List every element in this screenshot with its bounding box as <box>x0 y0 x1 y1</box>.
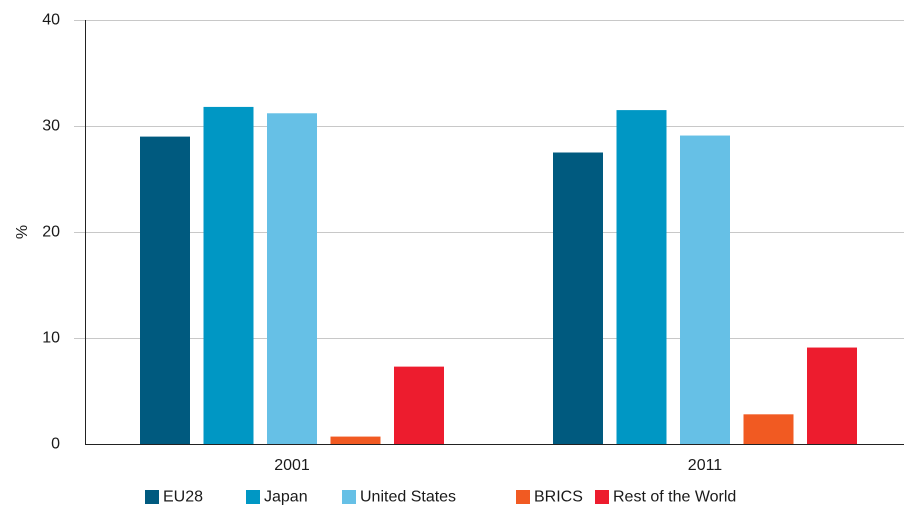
bar-eu28-2001 <box>140 136 190 444</box>
legend-label: BRICS <box>534 489 583 506</box>
legend-label: Japan <box>264 489 308 506</box>
bar-japan-2001 <box>203 106 254 445</box>
legend-swatch-united-states <box>342 490 356 504</box>
y-tick-label: 30 <box>42 118 60 135</box>
bar-rest-of-the-world-2011 <box>807 347 857 444</box>
gridlines <box>74 20 904 339</box>
legend-swatch-rest-of-the-world <box>595 490 609 504</box>
bar-united-states-2011 <box>680 135 730 445</box>
legend-label: Rest of the World <box>613 489 736 506</box>
y-tick-labels: 0 10 20 30 40 <box>42 12 60 453</box>
bar-united-states-2001 <box>267 113 317 444</box>
bar-brics-2011 <box>743 414 794 444</box>
y-tick-label: 20 <box>42 224 60 241</box>
x-tick-labels: 2001 2011 <box>274 457 722 474</box>
legend-swatch-eu28 <box>145 490 159 504</box>
bar-rest-of-the-world-2001 <box>394 366 444 444</box>
legend-swatch-japan <box>246 490 260 504</box>
y-tick-label: 10 <box>42 330 60 347</box>
axes: % <box>14 20 904 445</box>
y-tick-label: 40 <box>42 12 60 29</box>
bar-eu28-2011 <box>553 152 603 444</box>
legend: EU28 Japan United States BRICS Rest of the W… <box>145 489 736 506</box>
legend-label: EU28 <box>163 489 203 506</box>
bar-brics-2001 <box>330 436 381 444</box>
x-tick-label: 2001 <box>274 457 310 474</box>
x-tick-label: 2011 <box>688 457 723 474</box>
y-axis-title: % <box>14 225 31 239</box>
bar-japan-2011 <box>616 110 667 444</box>
y-tick-label: 0 <box>51 436 60 453</box>
bars <box>140 106 857 445</box>
legend-label: United States <box>360 489 456 506</box>
legend-swatch-brics <box>516 490 530 504</box>
